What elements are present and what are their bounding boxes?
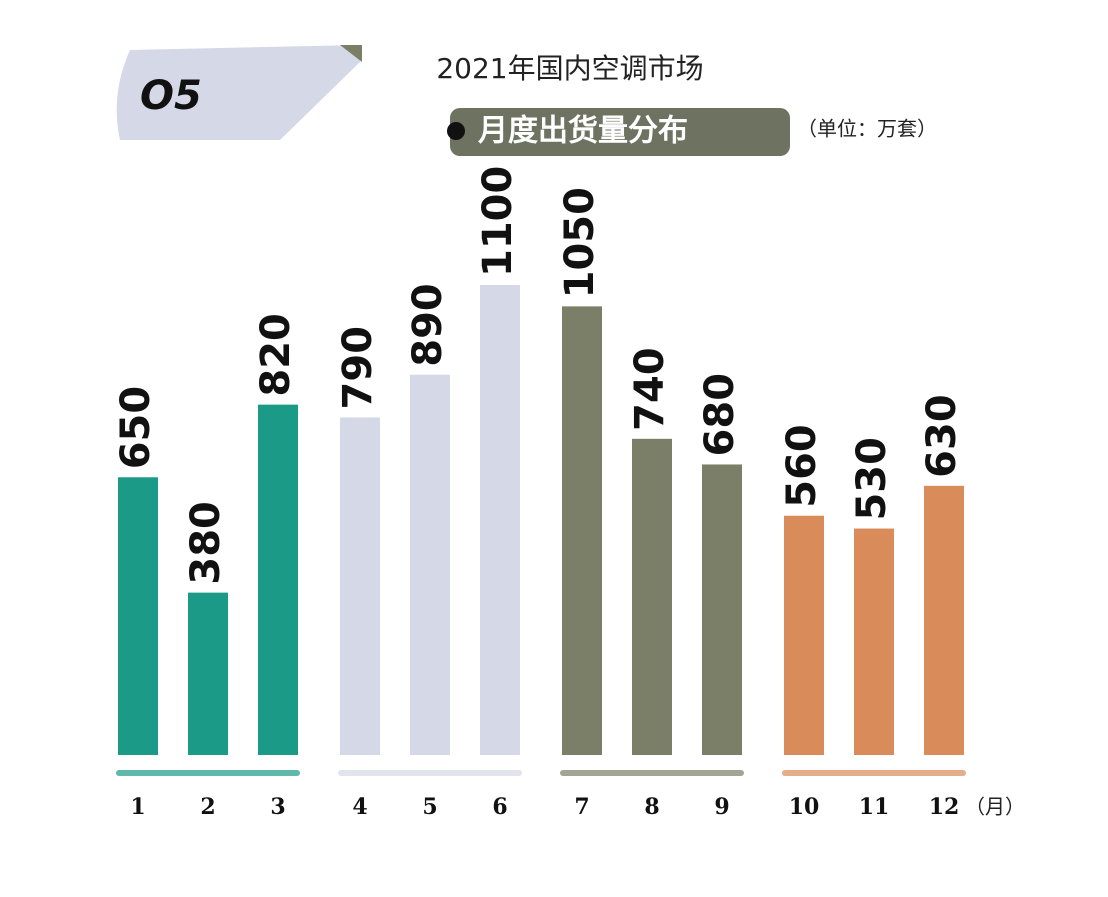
bar [480,285,520,755]
bar [562,306,602,755]
badge-bg [116,45,361,140]
value-label: 380 [183,501,229,585]
value-label: 1100 [475,166,521,277]
value-label: 890 [405,283,451,367]
x-tick-label: 4 [352,794,367,820]
group-underline [116,770,300,776]
value-label: 680 [697,373,743,457]
badge: O5 [140,73,202,119]
bar [410,374,450,755]
value-label: 650 [113,386,159,470]
value-label: 560 [779,424,825,508]
bar [118,477,158,755]
group-underline [338,770,522,776]
x-tick-label: 9 [714,794,729,820]
x-tick-label: 2 [200,794,215,820]
bar [258,404,298,755]
value-label: 630 [919,394,965,478]
group-underline [782,770,966,776]
value-label: 530 [849,437,895,521]
x-tick-label: 6 [492,794,507,820]
x-tick-label: 8 [644,794,659,820]
x-tick-label: 11 [859,794,890,820]
unit: （单位：万套） [797,117,937,141]
bar [854,528,894,755]
x-tick-label: 7 [574,794,589,820]
subtitle-bg [450,108,790,156]
x-tick-label: 3 [270,794,285,820]
x-tick-label: 12 [929,794,960,820]
bar [702,464,742,755]
value-label: 820 [253,313,299,397]
x-unit: （月） [965,795,1025,819]
bar [188,592,228,755]
group-underline [560,770,744,776]
value-label: 790 [335,326,381,410]
bar [632,438,672,755]
x-tick-label: 10 [789,794,820,820]
x-tick-label: 5 [422,794,437,820]
bar [924,485,964,755]
value-label: 1050 [557,187,603,298]
badge-corner [340,45,362,62]
bar [784,515,824,755]
subtitle-dot [447,122,465,140]
bar [340,417,380,755]
x-tick-label: 1 [130,794,145,820]
value-label: 740 [627,347,673,431]
subtitle: 月度出货量分布 [478,114,688,149]
chart-title: 2021年国内空调市场 [436,52,703,85]
